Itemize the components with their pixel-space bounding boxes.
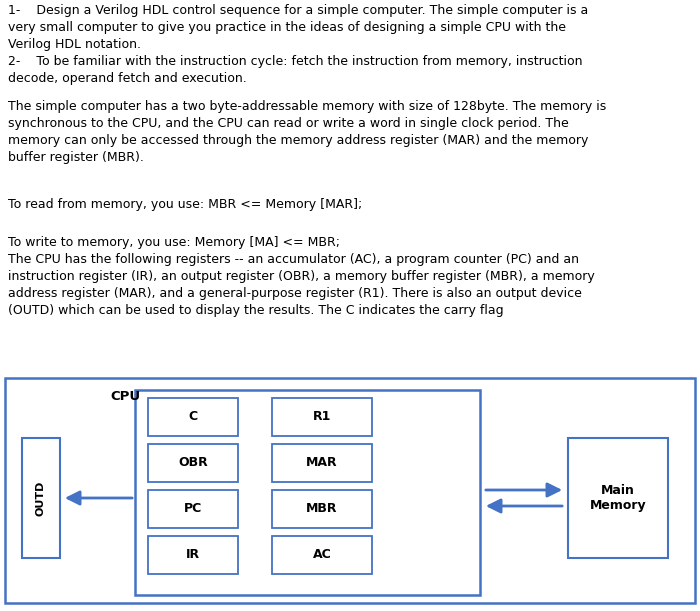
Bar bbox=[568, 438, 668, 558]
Text: C: C bbox=[188, 411, 197, 423]
Bar bbox=[272, 490, 372, 528]
Text: OBR: OBR bbox=[178, 456, 208, 469]
Text: R1: R1 bbox=[313, 411, 331, 423]
Bar bbox=[135, 390, 480, 595]
Text: To read from memory, you use: MBR <= Memory [MAR];: To read from memory, you use: MBR <= Mem… bbox=[8, 198, 363, 211]
Bar bbox=[148, 398, 238, 436]
Text: AC: AC bbox=[313, 549, 331, 562]
Text: MAR: MAR bbox=[306, 456, 338, 469]
Text: OUTD: OUTD bbox=[36, 480, 46, 516]
Bar bbox=[148, 536, 238, 574]
Text: CPU: CPU bbox=[110, 390, 140, 403]
Bar bbox=[272, 398, 372, 436]
Text: PC: PC bbox=[184, 502, 202, 516]
Bar bbox=[5, 378, 695, 603]
Text: MBR: MBR bbox=[307, 502, 337, 516]
Text: 1-    Design a Verilog HDL control sequence for a simple computer. The simple co: 1- Design a Verilog HDL control sequence… bbox=[8, 4, 588, 85]
Text: IR: IR bbox=[186, 549, 200, 562]
Text: The simple computer has a two byte-addressable memory with size of 128byte. The : The simple computer has a two byte-addre… bbox=[8, 100, 606, 164]
Text: Main
Memory: Main Memory bbox=[589, 484, 646, 512]
Bar bbox=[148, 490, 238, 528]
Bar bbox=[148, 444, 238, 482]
Bar bbox=[272, 536, 372, 574]
Bar bbox=[272, 444, 372, 482]
Bar bbox=[22, 438, 60, 558]
Text: To write to memory, you use: Memory [MA] <= MBR;
The CPU has the following regis: To write to memory, you use: Memory [MA]… bbox=[8, 236, 595, 317]
